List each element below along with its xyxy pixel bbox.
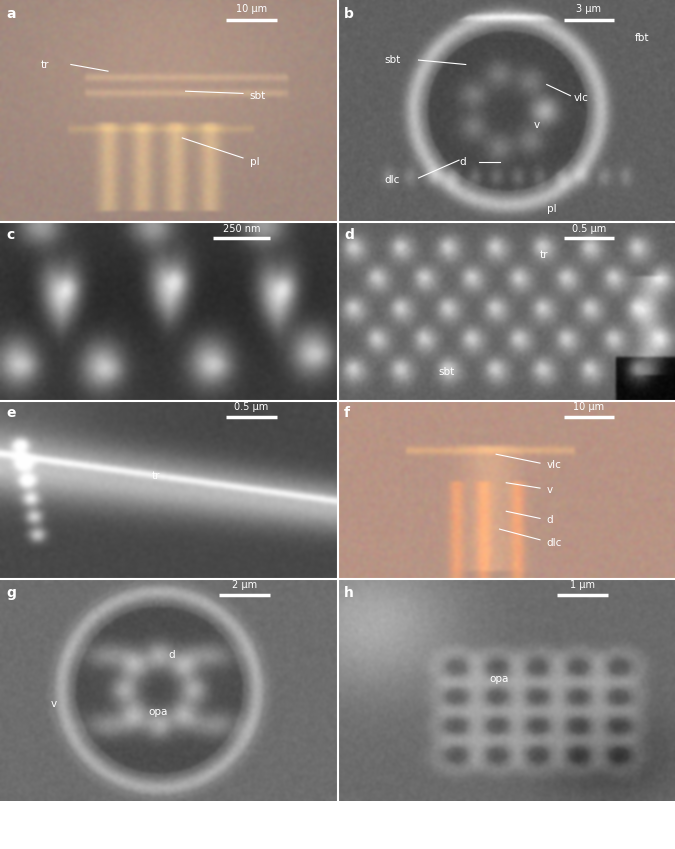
Text: a: a: [7, 7, 16, 20]
Text: d: d: [547, 515, 553, 526]
Text: sbt: sbt: [385, 55, 401, 65]
Text: sbt: sbt: [250, 91, 266, 101]
Text: v: v: [533, 120, 539, 130]
Text: h: h: [344, 586, 354, 599]
Text: 3 μm: 3 μm: [576, 4, 601, 14]
Text: d: d: [459, 157, 466, 167]
Text: sbt: sbt: [439, 368, 455, 377]
Text: 1 μm: 1 μm: [570, 580, 595, 590]
Text: tr: tr: [152, 470, 161, 481]
Text: 10 μm: 10 μm: [573, 402, 605, 413]
Text: b: b: [344, 7, 354, 20]
Text: vlc: vlc: [547, 460, 562, 469]
Text: tr: tr: [540, 250, 549, 260]
Text: 2 μm: 2 μm: [232, 580, 257, 590]
Text: opa: opa: [148, 707, 168, 717]
Text: e: e: [7, 406, 16, 420]
Text: pl: pl: [547, 204, 556, 214]
Text: 250 nm: 250 nm: [223, 224, 260, 234]
Text: fbt: fbt: [634, 33, 649, 42]
Text: d: d: [169, 649, 176, 660]
Text: dlc: dlc: [385, 175, 400, 185]
Text: d: d: [344, 228, 354, 242]
Text: 10 μm: 10 μm: [236, 4, 267, 14]
Text: dlc: dlc: [547, 538, 562, 548]
Text: f: f: [344, 406, 350, 420]
Text: c: c: [7, 228, 15, 242]
Text: tr: tr: [40, 59, 49, 70]
Text: opa: opa: [489, 674, 509, 684]
Text: 0.5 μm: 0.5 μm: [572, 224, 606, 234]
Text: v: v: [547, 485, 553, 495]
Text: vlc: vlc: [574, 93, 589, 103]
Text: v: v: [51, 699, 57, 709]
Text: pl: pl: [250, 157, 259, 167]
Text: g: g: [7, 586, 17, 599]
Text: 0.5 μm: 0.5 μm: [234, 402, 269, 413]
